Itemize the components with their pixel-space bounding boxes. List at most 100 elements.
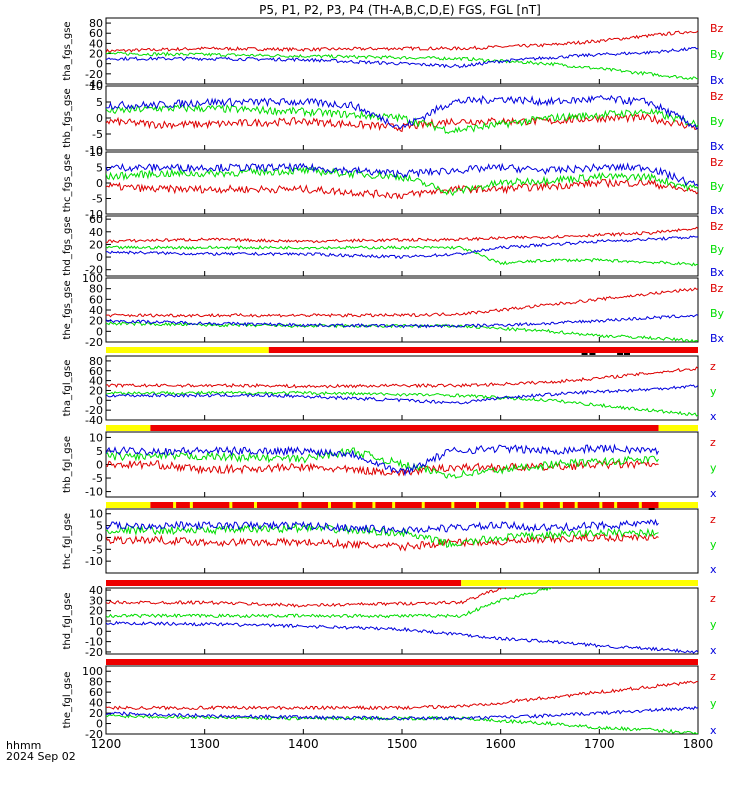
series-z-line <box>106 680 698 711</box>
y-tick-label: -5 <box>92 543 103 556</box>
y-tick-label: 5 <box>96 96 103 109</box>
y-tick-label: 60 <box>89 365 103 378</box>
panel-frame <box>105 277 699 343</box>
series-y-line <box>106 447 659 479</box>
y-tick-label: 60 <box>89 686 103 699</box>
legend-Bx: Bx <box>710 140 725 153</box>
legend-z: z <box>710 670 716 683</box>
status-bar-mark <box>581 353 588 355</box>
status-bar-gap <box>298 502 302 508</box>
y-tick-label: -10 <box>85 636 103 649</box>
y-tick-label: 5 <box>96 520 103 533</box>
y-tick-label: -5 <box>92 472 103 485</box>
legend-x: x <box>710 487 717 500</box>
y-tick-label: 20 <box>89 707 103 720</box>
status-bar-gap <box>421 502 425 508</box>
y-tick-label: 5 <box>96 162 103 175</box>
legend-Bx: Bx <box>710 332 725 345</box>
x-axis: 1200 1300 1400 1500 1600 1700 1800 <box>91 737 714 751</box>
legend-x: x <box>710 724 717 737</box>
x-tick-label: 1300 <box>189 737 220 751</box>
legend-x: x <box>710 410 717 423</box>
plot-title: P5, P1, P2, P3, P4 (TH-A,B,C,D,E) FGS, F… <box>259 3 541 17</box>
y-tick-label: 40 <box>89 37 103 50</box>
series-By-line <box>106 166 698 197</box>
x-tick-label: 1600 <box>485 737 516 751</box>
y-tick-label: 0 <box>96 394 103 407</box>
series-x-line <box>106 620 698 654</box>
status-bar-gap <box>352 502 356 508</box>
status-bar-segment <box>268 347 698 353</box>
x-tick-label: 1400 <box>288 737 319 751</box>
series-Bx-line <box>106 46 698 69</box>
series-Bz-line <box>106 287 698 318</box>
y-axis-label: thd_fgl_gse <box>62 593 73 650</box>
y-tick-label: 30 <box>89 594 103 607</box>
y-axis-label: thb_fgl_gse <box>62 436 73 493</box>
legend-By: By <box>710 48 725 61</box>
y-tick-label: 0 <box>96 718 103 731</box>
status-bar-gap <box>254 502 257 508</box>
series-y-line <box>106 390 698 417</box>
status-bar-gap <box>173 502 177 508</box>
y-tick-label: -5 <box>92 193 103 206</box>
status-bar-segment <box>106 580 462 586</box>
legend-By: By <box>710 115 725 128</box>
legend-Bz: Bz <box>710 22 724 35</box>
legend-z: z <box>710 592 716 605</box>
status-bar-segment <box>658 502 698 508</box>
x-tick-label: 1800 <box>683 737 714 751</box>
y-tick-label: -10 <box>85 555 103 568</box>
legend-x: x <box>710 563 717 576</box>
series-y-line <box>106 588 553 619</box>
y-tick-label: 60 <box>89 293 103 306</box>
y-tick-label: -20 <box>85 336 103 349</box>
y-tick-label: 80 <box>89 676 103 689</box>
y-tick-label: -40 <box>85 414 103 427</box>
series-Bz-line <box>106 226 698 244</box>
panel-frame <box>105 665 699 735</box>
y-tick-label: 10 <box>89 508 103 521</box>
y-tick-label: 0 <box>96 177 103 190</box>
series-x-line <box>106 384 698 405</box>
series-Bz-line <box>106 112 698 133</box>
status-bar-gap <box>638 502 642 508</box>
status-bar-mark <box>617 353 624 355</box>
legend-Bz: Bz <box>710 282 724 295</box>
legend-Bz: Bz <box>710 156 724 169</box>
status-bar-gap <box>614 502 618 508</box>
status-bar-gap <box>505 502 509 508</box>
legend-y: y <box>710 538 717 551</box>
y-tick-label: 5 <box>96 445 103 458</box>
legend-Bz: Bz <box>710 90 724 103</box>
series-z-line <box>106 588 507 608</box>
legend-Bz: Bz <box>710 220 724 233</box>
series-Bx-line <box>106 235 698 260</box>
status-bar-bar2 <box>106 425 698 431</box>
y-axis-label: thc_fgl_gse <box>62 513 73 569</box>
status-bar-mark <box>589 353 596 355</box>
status-bars-group <box>106 347 698 665</box>
legend-Bx: Bx <box>710 204 725 217</box>
status-bar-gap <box>392 502 396 508</box>
status-bar-gap <box>229 502 233 508</box>
legend-Bx: Bx <box>710 74 725 87</box>
legend-z: z <box>710 513 716 526</box>
y-axis-label: thb_fgs_gse <box>62 88 73 147</box>
y-axis-label: thd_fgs_gse <box>62 216 73 275</box>
y-tick-label: 40 <box>89 304 103 317</box>
y-tick-label: 100 <box>82 665 103 678</box>
status-bar-gap <box>520 502 524 508</box>
status-bar-bar4 <box>106 580 698 586</box>
status-bar-segment <box>150 502 659 508</box>
series-Bz-line <box>106 30 698 53</box>
y-tick-label: 10 <box>89 80 103 93</box>
x-axis-label-hhmm: hhmm <box>6 739 41 752</box>
